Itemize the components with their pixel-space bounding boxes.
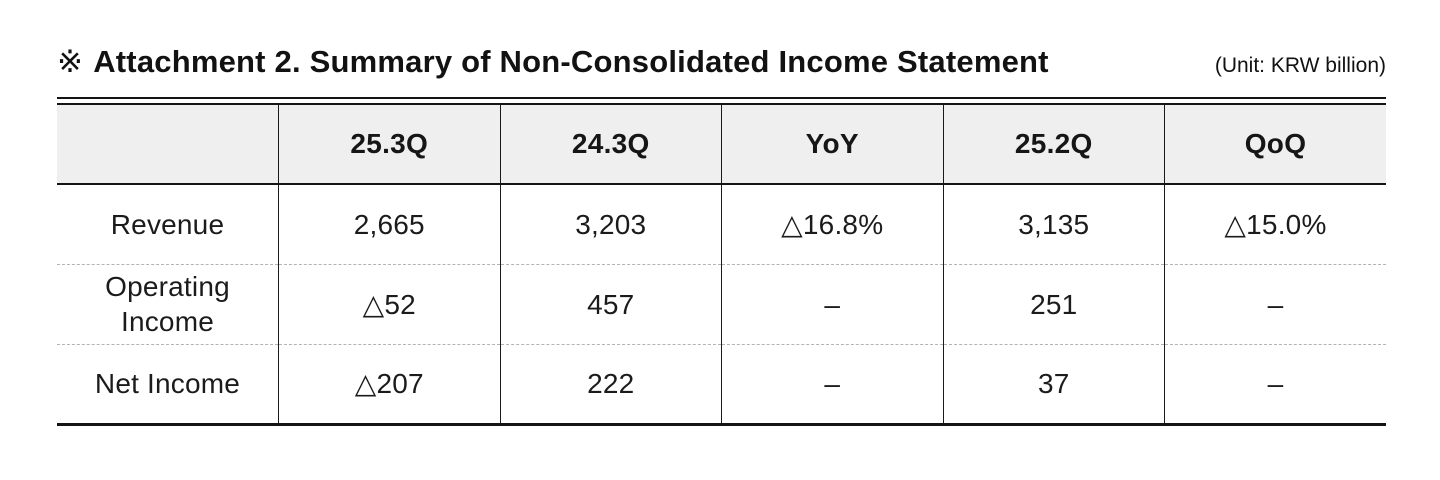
table-row-net-income: Net Income △207 222 – 37 – (57, 344, 1386, 424)
data-cell: △207 (278, 344, 500, 424)
header-cell-25-3q: 25.3Q (278, 104, 500, 185)
data-cell: △15.0% (1164, 184, 1386, 265)
table-row-operating-income: Operating Income △52 457 – 251 – (57, 264, 1386, 345)
header-cell-qoq: QoQ (1164, 104, 1386, 185)
header-cell-blank (57, 104, 279, 185)
data-cell: – (1164, 344, 1386, 424)
page-header: ※ Attachment 2. Summary of Non-Consolidat… (57, 44, 1386, 80)
data-cell: 222 (499, 344, 722, 424)
data-cell: 251 (942, 264, 1165, 345)
data-cell: – (721, 344, 943, 424)
unit-label: (Unit: KRW billion) (1214, 54, 1386, 77)
row-label: Operating Income (57, 264, 279, 345)
header-cell-yoy: YoY (721, 104, 943, 185)
header-cell-25-2q: 25.2Q (942, 104, 1165, 185)
table-top-rule (57, 97, 1386, 103)
row-label: Net Income (94, 368, 241, 399)
data-cell: 37 (942, 344, 1165, 424)
income-summary-table: 25.3Q 24.3Q YoY 25.2Q QoQ Revenue 2,665 … (57, 103, 1386, 426)
data-cell: 457 (499, 264, 722, 345)
data-cell: 2,665 (278, 184, 500, 265)
table-row-revenue: Revenue 2,665 3,203 △16.8% 3,135 △15.0% (57, 184, 1386, 265)
data-cell: 3,135 (942, 184, 1165, 265)
header-cell-24-3q: 24.3Q (499, 104, 722, 185)
page-title: ※ Attachment 2. Summary of Non-Consolidat… (57, 44, 1049, 80)
reference-mark: ※ (57, 44, 84, 79)
data-cell: △16.8% (721, 184, 943, 265)
row-label: Revenue (57, 184, 279, 265)
summary-table-area: 25.3Q 24.3Q YoY 25.2Q QoQ Revenue 2,665 … (57, 97, 1386, 426)
table-header-row: 25.3Q 24.3Q YoY 25.2Q QoQ (57, 104, 1386, 185)
page-title-text: Attachment 2. Summary of Non-Consolidate… (93, 44, 1049, 79)
data-cell: △52 (278, 264, 500, 345)
data-cell: – (721, 264, 943, 345)
data-cell: 3,203 (499, 184, 722, 265)
data-cell: – (1164, 264, 1386, 345)
